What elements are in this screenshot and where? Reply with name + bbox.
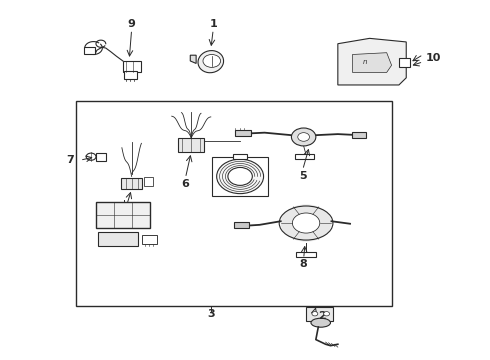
Polygon shape [338,39,406,85]
Bar [76,101,392,306]
Text: 6: 6 [181,179,189,189]
Circle shape [86,153,96,160]
Text: 8: 8 [300,259,308,269]
Bar [84,47,95,54]
Circle shape [292,128,316,146]
Text: 2: 2 [318,311,326,321]
Bar [212,157,269,196]
Circle shape [324,312,330,316]
Text: 5: 5 [299,171,306,181]
Ellipse shape [311,318,331,327]
Bar [96,202,150,228]
Circle shape [312,312,318,316]
Bar [233,154,247,159]
Bar [234,222,249,228]
Text: 4: 4 [120,216,128,226]
Circle shape [217,159,264,194]
Text: 1: 1 [209,19,217,29]
Bar [399,58,410,67]
Bar [235,130,251,136]
Polygon shape [352,53,392,72]
Circle shape [203,54,220,67]
Bar [306,307,333,320]
Text: 3: 3 [207,310,215,319]
Text: 9: 9 [128,19,136,29]
Bar [295,154,315,159]
Text: 7: 7 [66,155,74,165]
Bar [121,178,143,189]
Text: 10: 10 [426,53,441,63]
Bar [123,61,142,72]
Bar [98,232,138,246]
Bar [143,235,157,244]
Bar [144,177,153,186]
Bar [296,252,316,257]
Circle shape [293,213,320,233]
Text: n: n [363,59,367,65]
Polygon shape [190,55,196,63]
Ellipse shape [198,51,223,73]
Circle shape [228,167,252,185]
Circle shape [281,204,331,242]
Bar [124,71,137,79]
Bar [96,153,106,161]
Circle shape [298,133,310,141]
Bar [177,138,204,152]
Bar [352,132,366,138]
